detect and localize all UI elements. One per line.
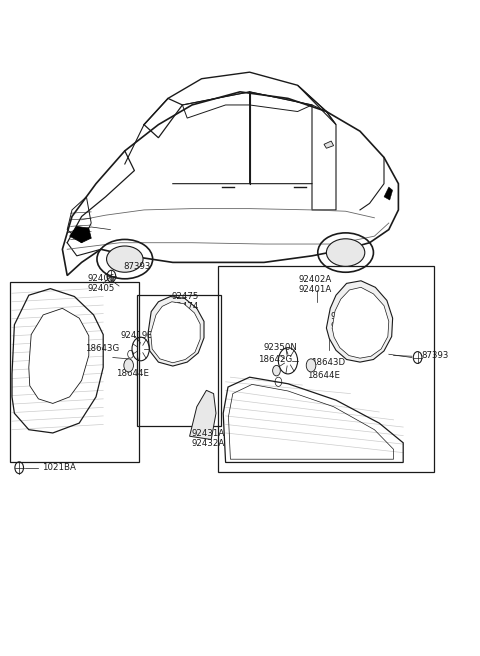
Circle shape <box>306 359 316 372</box>
Circle shape <box>124 359 133 372</box>
Circle shape <box>273 365 280 376</box>
Bar <box>218 266 434 472</box>
Polygon shape <box>151 302 200 363</box>
Text: 18643D: 18643D <box>311 358 345 367</box>
Polygon shape <box>148 297 204 366</box>
Text: 18644E: 18644E <box>116 369 149 379</box>
Text: 18643G: 18643G <box>85 344 120 354</box>
Polygon shape <box>29 308 89 403</box>
Ellipse shape <box>326 239 365 266</box>
Text: 92406
92405: 92406 92405 <box>87 274 115 293</box>
Text: 87393: 87393 <box>124 262 151 271</box>
Text: 87393: 87393 <box>421 351 449 360</box>
Polygon shape <box>332 287 389 358</box>
Polygon shape <box>324 141 334 148</box>
Text: 18644E: 18644E <box>307 371 340 380</box>
Text: 92419B: 92419B <box>121 331 154 340</box>
Polygon shape <box>190 390 216 440</box>
Text: 92350N: 92350N <box>263 343 297 352</box>
Polygon shape <box>326 281 393 362</box>
Polygon shape <box>384 187 393 200</box>
Polygon shape <box>70 226 91 243</box>
Text: 18642G: 18642G <box>258 355 292 364</box>
Text: 92454
92453: 92454 92453 <box>330 312 358 331</box>
Text: 92431A
92432A: 92431A 92432A <box>191 428 224 448</box>
Text: 92475
92474: 92475 92474 <box>172 292 199 312</box>
Text: 92402A
92401A: 92402A 92401A <box>299 275 332 295</box>
Bar <box>10 282 139 462</box>
Text: 1021BA: 1021BA <box>42 463 76 472</box>
Ellipse shape <box>107 246 143 272</box>
Bar <box>137 295 221 426</box>
